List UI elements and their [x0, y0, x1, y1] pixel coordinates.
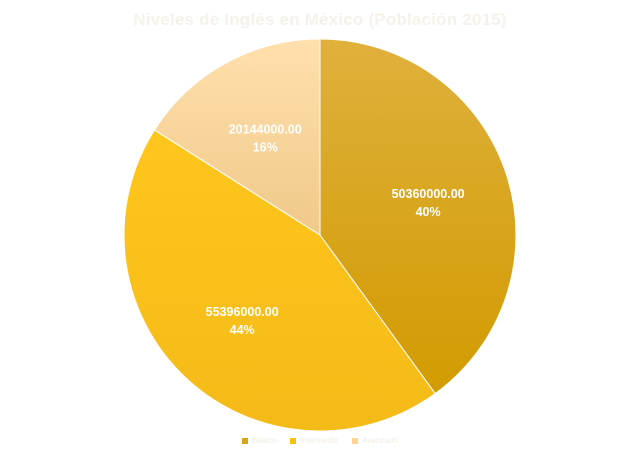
legend: Básico Intermedio Avanzado	[0, 436, 640, 445]
data-label-value-1: 50360000.00	[392, 187, 465, 201]
legend-label-1: Básico	[252, 436, 277, 445]
legend-item-3: Avanzado	[352, 436, 398, 445]
pie-slice-3	[153, 38, 321, 236]
pie-slice-1	[319, 38, 517, 395]
data-label-percent-1: 40%	[416, 205, 441, 219]
pie-data-labels: 50360000.00 40% 55396000.00 44% 20144000.00 1…	[206, 122, 465, 336]
pie-slices	[123, 38, 517, 432]
data-label-value-3: 20144000.00	[229, 122, 302, 136]
legend-item-2: Intermedio	[290, 436, 338, 445]
data-label-percent-2: 44%	[230, 323, 255, 337]
legend-item-1: Básico	[242, 436, 276, 445]
legend-swatch-1	[242, 437, 249, 444]
legend-swatch-3	[352, 437, 359, 444]
data-label-percent-3: 16%	[253, 140, 278, 154]
legend-label-3: Avanzado	[362, 436, 398, 445]
legend-label-2: Intermedio	[300, 436, 339, 445]
data-label-value-2: 55396000.00	[206, 305, 279, 319]
pie-slice-2	[123, 129, 436, 432]
chart-title: Niveles de Inglés en México (Población 2…	[133, 10, 507, 29]
legend-swatch-2	[290, 437, 297, 444]
